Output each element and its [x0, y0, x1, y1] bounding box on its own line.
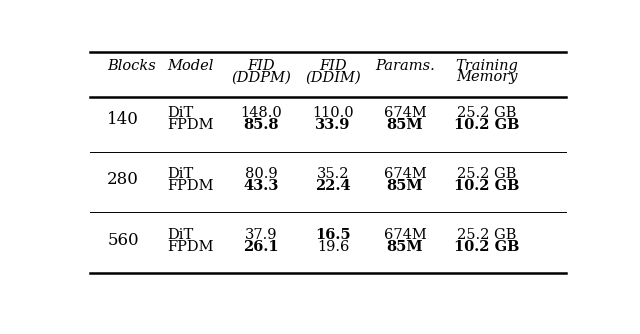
Text: 35.2: 35.2: [317, 167, 349, 181]
Text: 140: 140: [108, 111, 139, 128]
Text: 85M: 85M: [387, 119, 423, 133]
Text: 25.2 GB: 25.2 GB: [457, 167, 516, 181]
Text: 110.0: 110.0: [312, 106, 354, 120]
Text: Params.: Params.: [375, 59, 435, 73]
Text: 10.2 GB: 10.2 GB: [454, 240, 520, 254]
Text: 10.2 GB: 10.2 GB: [454, 119, 520, 133]
Text: 16.5: 16.5: [315, 228, 351, 242]
Text: 10.2 GB: 10.2 GB: [454, 179, 520, 193]
Text: 19.6: 19.6: [317, 240, 349, 254]
Text: Blocks: Blocks: [108, 59, 156, 73]
Text: FPDM: FPDM: [167, 119, 213, 133]
Text: FPDM: FPDM: [167, 240, 213, 254]
Text: DiT: DiT: [167, 167, 193, 181]
Text: 85.8: 85.8: [243, 119, 279, 133]
Text: 674M: 674M: [383, 106, 426, 120]
Text: Training: Training: [455, 59, 518, 73]
Text: 148.0: 148.0: [240, 106, 282, 120]
Text: Memory: Memory: [456, 70, 518, 85]
Text: 674M: 674M: [383, 167, 426, 181]
Text: 85M: 85M: [387, 179, 423, 193]
Text: 85M: 85M: [387, 240, 423, 254]
Text: (DDPM): (DDPM): [231, 70, 291, 85]
Text: FID: FID: [319, 59, 347, 73]
Text: 26.1: 26.1: [243, 240, 279, 254]
Text: 80.9: 80.9: [244, 167, 277, 181]
Text: 43.3: 43.3: [243, 179, 279, 193]
Text: Model: Model: [167, 59, 213, 73]
Text: DiT: DiT: [167, 228, 193, 242]
Text: 37.9: 37.9: [244, 228, 277, 242]
Text: 25.2 GB: 25.2 GB: [457, 106, 516, 120]
Text: 280: 280: [108, 171, 139, 188]
Text: FID: FID: [247, 59, 275, 73]
Text: 33.9: 33.9: [316, 119, 351, 133]
Text: 674M: 674M: [383, 228, 426, 242]
Text: (DDIM): (DDIM): [305, 70, 361, 85]
Text: 560: 560: [108, 232, 139, 249]
Text: FPDM: FPDM: [167, 179, 213, 193]
Text: DiT: DiT: [167, 106, 193, 120]
Text: 22.4: 22.4: [315, 179, 351, 193]
Text: 25.2 GB: 25.2 GB: [457, 228, 516, 242]
